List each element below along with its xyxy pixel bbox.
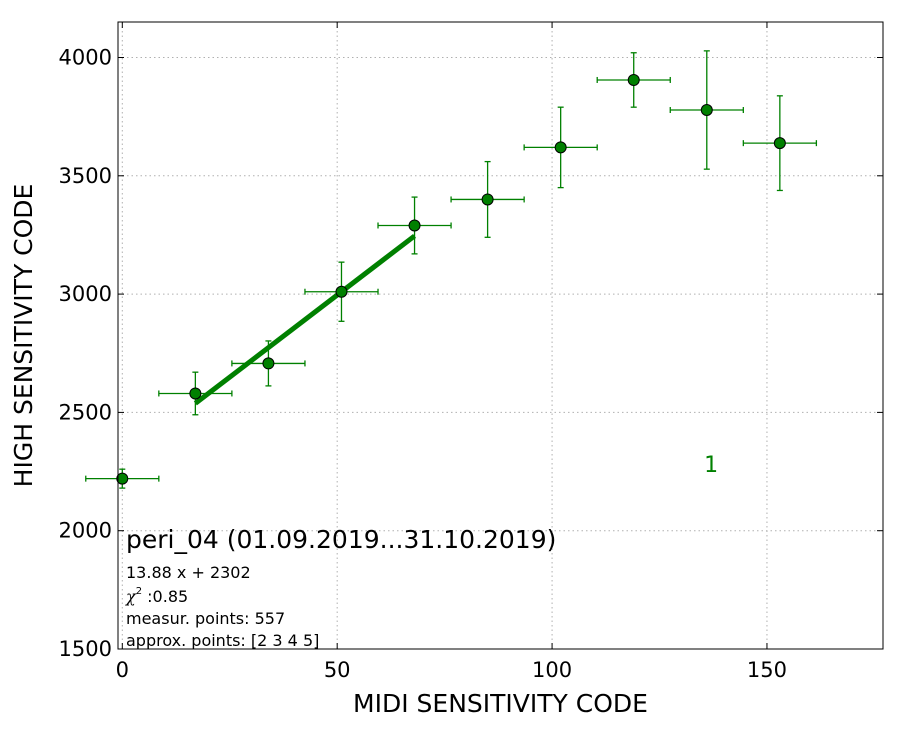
data-point: [554, 141, 567, 154]
chi-symbol: χ: [125, 587, 137, 606]
x-axis-label: MIDI SENSITIVITY CODE: [353, 689, 648, 718]
fit-equation: 13.88 x + 2302: [126, 563, 251, 582]
grid-layer: [118, 22, 883, 650]
y-tick-label: 3500: [59, 164, 112, 188]
y-tick-label: 4000: [59, 45, 112, 69]
measurement-points: measur. points: 557: [126, 609, 285, 628]
data-point: [262, 357, 275, 370]
point-layer: [116, 73, 786, 485]
x-tick-label: 0: [116, 658, 129, 682]
data-point: [408, 219, 421, 232]
data-point: [116, 472, 129, 485]
fit-line: [193, 233, 417, 406]
y-tick-label: 2500: [59, 400, 112, 424]
data-point: [773, 137, 786, 150]
tick-layer: 0 50 100 150 1500 2000 2500 3000 3500 4000: [59, 22, 883, 682]
data-point: [481, 193, 494, 206]
y-axis-label: HIGH SENSITIVITY CODE: [9, 184, 38, 488]
x-tick-label: 100: [532, 658, 572, 682]
data-point: [189, 387, 202, 400]
x-tick-label: 150: [747, 658, 787, 682]
chi-number: :0.85: [142, 587, 188, 606]
data-point: [700, 104, 713, 117]
chi-power: 2: [136, 586, 142, 597]
data-point: [627, 73, 640, 86]
y-tick-label: 3000: [59, 282, 112, 306]
y-tick-label: 1500: [59, 637, 112, 661]
plot-frame: [117, 21, 884, 650]
x-tick-label: 50: [324, 658, 351, 682]
chi-square-value: χ2 :0.85: [125, 586, 188, 606]
data-point: [335, 285, 348, 298]
chart-annotation-title: peri_04 (01.09.2019...31.10.2019): [126, 525, 556, 554]
y-tick-label: 2000: [59, 519, 112, 543]
errorbar-layer: [85, 50, 818, 489]
approx-points: approx. points: [2 3 4 5]: [126, 631, 319, 650]
marker-label: 1: [704, 453, 718, 478]
